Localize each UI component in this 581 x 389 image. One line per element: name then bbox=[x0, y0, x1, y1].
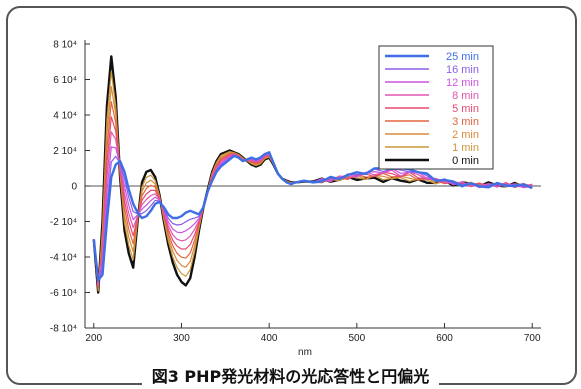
legend-label: 2 min bbox=[452, 129, 479, 141]
x-axis-label: nm bbox=[298, 347, 312, 358]
legend-label: 25 min bbox=[446, 51, 479, 63]
y-tick-label: -2 10⁴ bbox=[50, 217, 77, 228]
legend-label: 16 min bbox=[446, 64, 479, 76]
series-line-1-min bbox=[93, 70, 533, 292]
chart-frame: 8 10⁴ 6 10⁴ 4 10⁴ 2 10⁴ 0 -2 10⁴ -4 10⁴ -6 10⁴ -… bbox=[6, 6, 577, 385]
x-tick-label: 400 bbox=[261, 333, 278, 344]
y-tick-label: -8 10⁴ bbox=[50, 324, 77, 335]
x-tick-label: 300 bbox=[173, 333, 190, 344]
y-tick-label: -4 10⁴ bbox=[50, 253, 77, 264]
series-line-16-min bbox=[93, 152, 533, 283]
y-tick-label: 4 10⁴ bbox=[53, 111, 77, 122]
y-tick-label: 8 10⁴ bbox=[53, 40, 77, 51]
legend-label: 0 min bbox=[452, 155, 479, 167]
legend-label: 8 min bbox=[452, 90, 479, 102]
x-tick-label: 200 bbox=[85, 333, 102, 344]
cd-spectrum-chart: 8 10⁴ 6 10⁴ 4 10⁴ 2 10⁴ 0 -2 10⁴ -4 10⁴ -6 10⁴ -… bbox=[50, 40, 541, 359]
legend-label: 5 min bbox=[452, 103, 479, 115]
series-line-0-min bbox=[92, 55, 533, 294]
y-tick-label: -6 10⁴ bbox=[50, 288, 77, 299]
legend-label: 3 min bbox=[452, 116, 479, 128]
y-tick-label: 0 bbox=[71, 182, 77, 193]
legend-label: 1 min bbox=[452, 142, 479, 154]
figure-caption: 図3 PHP発光材料の光応答性と円偏光 bbox=[0, 363, 581, 387]
y-tick-label: 6 10⁴ bbox=[53, 75, 77, 86]
series-line-12-min bbox=[93, 146, 533, 284]
x-tick-label: 500 bbox=[349, 333, 366, 344]
x-tick-label: 600 bbox=[436, 333, 453, 344]
figure-caption-text: 図3 PHP発光材料の光応答性と円偏光 bbox=[141, 367, 440, 386]
x-tick-label: 700 bbox=[524, 333, 541, 344]
series-line-8-min bbox=[93, 131, 533, 286]
y-tick-label: 2 10⁴ bbox=[53, 146, 77, 157]
legend-label: 12 min bbox=[446, 77, 479, 89]
series-line-25-min bbox=[92, 151, 533, 282]
